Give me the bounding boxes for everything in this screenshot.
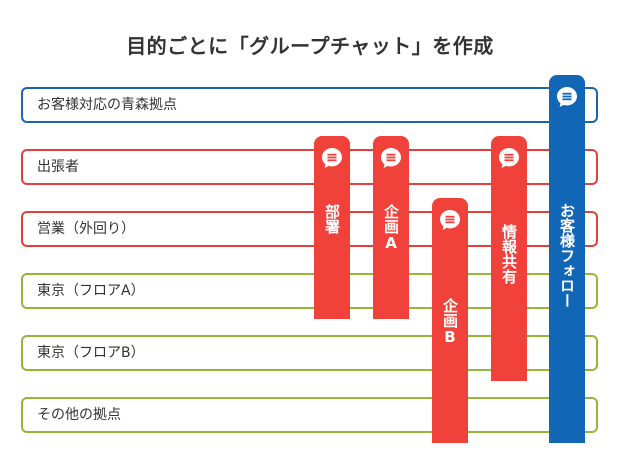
group-label: 部署 bbox=[323, 204, 341, 234]
group-chat-customer-follow: お客様フォロー bbox=[549, 75, 585, 443]
group-chat-planning-a: 企画A bbox=[373, 136, 409, 319]
chat-bubble-icon bbox=[440, 210, 460, 230]
chat-bubble-icon bbox=[499, 148, 519, 168]
group-chat-department: 部署 bbox=[314, 136, 350, 319]
row-label: 営業（外回り） bbox=[37, 221, 135, 237]
group-label: 情報共有 bbox=[500, 224, 518, 284]
group-label: お客様フォロー bbox=[558, 203, 576, 308]
row-label: その他の拠点 bbox=[37, 407, 121, 423]
group-chat-info-sharing: 情報共有 bbox=[491, 136, 527, 381]
row-label: お客様対応の青森拠点 bbox=[37, 97, 177, 113]
chat-bubble-icon bbox=[381, 148, 401, 168]
row-label: 出張者 bbox=[37, 159, 79, 175]
group-chat-planning-b: 企画B bbox=[432, 198, 468, 443]
chat-bubble-icon bbox=[322, 148, 342, 168]
diagram-title: 目的ごとに「グループチャット」を作成 bbox=[126, 34, 494, 58]
row-other-bases: その他の拠点 bbox=[21, 397, 598, 433]
group-label: 企画B bbox=[441, 298, 459, 346]
row-aomori-base: お客様対応の青森拠点 bbox=[21, 87, 598, 123]
chat-bubble-icon bbox=[557, 87, 577, 107]
row-label: 東京（フロアB） bbox=[37, 345, 145, 361]
row-label: 東京（フロアA） bbox=[37, 283, 145, 299]
group-label: 企画A bbox=[382, 204, 400, 252]
